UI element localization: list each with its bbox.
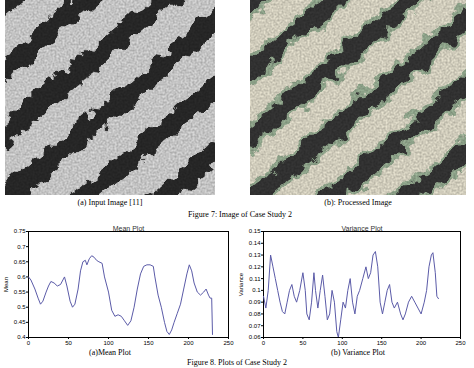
svg-text:0.6: 0.6 xyxy=(17,274,26,280)
svg-text:0.55: 0.55 xyxy=(14,289,26,295)
html-text:(a) Input Image [11]: (a) Input Image [11] xyxy=(77,198,143,207)
svg-text:Mean: Mean xyxy=(3,277,9,292)
svg-text:0.13: 0.13 xyxy=(249,252,261,258)
html-text:(a)Mean Plot: (a)Mean Plot xyxy=(89,348,131,357)
svg-text:0: 0 xyxy=(27,340,31,346)
svg-text:0.15: 0.15 xyxy=(249,228,261,234)
svg-text:0.14: 0.14 xyxy=(249,240,261,246)
html-text:(b): Processed Image: (b): Processed Image xyxy=(324,198,392,207)
svg-text:0.5: 0.5 xyxy=(17,304,26,310)
svg-text:200: 200 xyxy=(416,340,427,346)
svg-text:100: 100 xyxy=(337,340,348,346)
svg-text:250: 250 xyxy=(223,340,234,346)
html-text:(b) Variance Plot: (b) Variance Plot xyxy=(331,348,385,357)
svg-text:0.65: 0.65 xyxy=(14,259,26,265)
svg-text:0.75: 0.75 xyxy=(14,228,26,234)
svg-text:0.4: 0.4 xyxy=(17,334,26,340)
svg-text:0.45: 0.45 xyxy=(14,319,26,325)
html-text:Figure 8. Plots of Case Study: Figure 8. Plots of Case Study 2 xyxy=(187,358,287,367)
svg-text:150: 150 xyxy=(377,340,388,346)
svg-text:0.08: 0.08 xyxy=(249,311,261,317)
svg-text:0.06: 0.06 xyxy=(249,334,261,340)
svg-text:0: 0 xyxy=(262,340,266,346)
svg-text:150: 150 xyxy=(143,340,154,346)
svg-text:0.12: 0.12 xyxy=(249,264,261,270)
svg-text:0.09: 0.09 xyxy=(249,299,261,305)
svg-text:0.11: 0.11 xyxy=(249,276,261,282)
svg-text:0.7: 0.7 xyxy=(17,244,26,250)
svg-text:Variance: Variance xyxy=(238,272,244,296)
svg-text:0.1: 0.1 xyxy=(252,287,261,293)
svg-text:250: 250 xyxy=(455,340,466,346)
svg-text:50: 50 xyxy=(300,340,307,346)
svg-text:0.07: 0.07 xyxy=(249,323,261,329)
svg-text:Variance Plot: Variance Plot xyxy=(341,225,382,232)
svg-text:200: 200 xyxy=(183,340,194,346)
svg-text:100: 100 xyxy=(103,340,114,346)
svg-text:50: 50 xyxy=(65,340,72,346)
html-text:Figure 7: Image of Case Study: Figure 7: Image of Case Study 2 xyxy=(188,210,292,219)
svg-text:Mean Plot: Mean Plot xyxy=(113,225,145,232)
